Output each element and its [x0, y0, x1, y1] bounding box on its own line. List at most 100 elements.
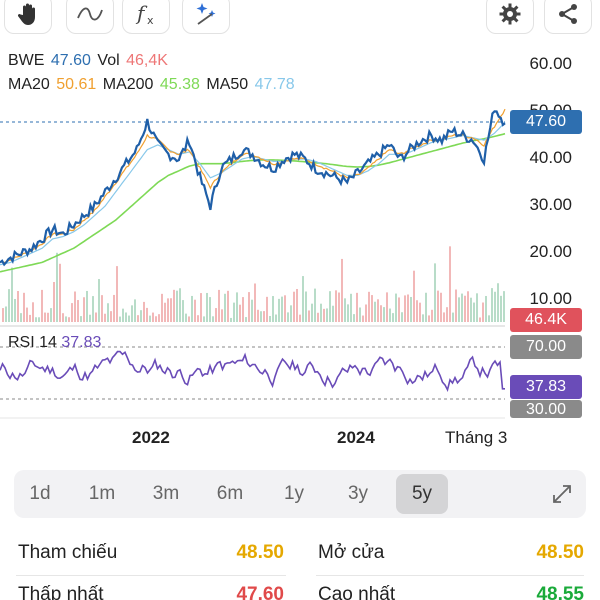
volume-bar — [155, 316, 157, 322]
volume-bar — [101, 295, 103, 322]
range-3y-button[interactable]: 3y — [347, 483, 369, 504]
volume-bars — [2, 246, 505, 322]
volume-bar — [251, 299, 253, 322]
range-1d-button[interactable]: 1d — [29, 483, 51, 504]
volume-bar — [299, 314, 301, 322]
volume-bar — [431, 309, 433, 322]
volume-bar — [104, 313, 106, 322]
volume-bar — [314, 288, 316, 322]
ma50-line — [0, 121, 506, 266]
volume-bar — [47, 312, 49, 322]
volume-bar — [26, 307, 28, 322]
volume-bar — [362, 315, 364, 322]
volume-bar — [425, 292, 427, 322]
volume-bar — [296, 288, 298, 322]
volume-bar — [50, 308, 52, 322]
volume-bar — [272, 296, 274, 322]
volume-bar — [212, 316, 214, 322]
volume-bar — [38, 317, 40, 322]
low-value: 47.60 — [236, 584, 284, 600]
range-1y-button[interactable]: 1y — [283, 483, 305, 504]
volume-bar — [377, 299, 379, 322]
rsi-legend: RSI 14 37.83 — [8, 334, 101, 352]
volume-bar — [365, 304, 367, 322]
volume-bar — [2, 308, 4, 322]
volume-bar — [335, 290, 337, 322]
volume-bar — [23, 292, 25, 322]
volume-bar — [245, 317, 247, 322]
volume-bar — [284, 295, 286, 322]
range-3m-button[interactable]: 3m — [152, 483, 180, 504]
volume-bar — [503, 291, 505, 322]
volume-bar — [407, 294, 409, 322]
high-value: 48.55 — [536, 584, 584, 600]
volume-bar — [404, 295, 406, 322]
volume-bar — [182, 300, 184, 322]
volume-bar — [323, 308, 325, 322]
volume-bar — [59, 263, 61, 322]
volume-bar — [17, 291, 19, 322]
volume-bar — [146, 307, 148, 322]
volume-bar — [419, 302, 421, 322]
rsi-lower-tag: 30.00 — [510, 400, 582, 418]
volume-tag: 46.4K — [510, 308, 582, 332]
low-label: Thấp nhất — [18, 584, 104, 600]
share-button[interactable] — [544, 0, 592, 34]
volume-bar — [320, 303, 322, 322]
rsi-legend-value: 37.83 — [61, 334, 102, 351]
volume-bar — [497, 283, 499, 322]
volume-bar — [74, 291, 76, 322]
volume-bar — [134, 299, 136, 322]
row-divider — [16, 575, 286, 576]
volume-bar — [56, 252, 58, 322]
volume-bar — [41, 289, 43, 322]
volume-bar — [32, 302, 34, 322]
curve-tool-button[interactable] — [66, 0, 114, 34]
x-axis-label: 2022 — [132, 428, 170, 447]
price-axis-label: 10.00 — [529, 289, 572, 308]
volume-bar — [125, 312, 127, 322]
volume-bar — [386, 292, 388, 322]
volume-bar — [422, 314, 424, 322]
volume-bar — [239, 304, 241, 322]
price-chart[interactable] — [0, 0, 600, 460]
volume-bar — [446, 307, 448, 322]
volume-bar — [380, 305, 382, 322]
share-icon — [556, 2, 580, 26]
volume-bar — [311, 303, 313, 322]
ma50-value: 47.78 — [254, 76, 295, 93]
ma200-label: MA200 — [102, 76, 154, 93]
volume-bar — [128, 315, 130, 322]
volume-bar — [302, 276, 304, 322]
vol-value: 46,4K — [126, 52, 168, 69]
volume-bar — [53, 281, 55, 322]
range-1m-button[interactable]: 1m — [88, 483, 116, 504]
volume-bar — [20, 313, 22, 322]
volume-bar — [482, 302, 484, 322]
expand-icon[interactable] — [550, 482, 574, 511]
sparkle-tool-button[interactable] — [182, 0, 230, 34]
volume-bar — [341, 258, 343, 322]
volume-bar — [398, 297, 400, 322]
volume-bar — [491, 288, 493, 322]
ticker-label: BWE — [8, 52, 45, 69]
volume-bar — [11, 267, 13, 322]
volume-bar — [116, 266, 118, 322]
hand-tool-button[interactable] — [4, 0, 52, 34]
volume-bar — [149, 315, 151, 322]
volume-bar — [227, 290, 229, 322]
volume-bar — [260, 311, 262, 322]
range-5y-button[interactable]: 5y — [396, 474, 448, 514]
open-label: Mở cửa — [318, 542, 385, 563]
price-axis-label: 30.00 — [529, 195, 572, 214]
range-6m-button[interactable]: 6m — [216, 483, 244, 504]
volume-bar — [434, 263, 436, 322]
x-axis-label: Tháng 3 — [445, 428, 508, 447]
stats-row: Tham chiếu 48.50 Mở cửa 48.50 — [0, 538, 600, 578]
svg-text:x: x — [147, 14, 154, 27]
settings-button[interactable] — [486, 0, 534, 34]
volume-bar — [326, 308, 328, 322]
volume-bar — [110, 311, 112, 322]
volume-bar — [428, 315, 430, 322]
